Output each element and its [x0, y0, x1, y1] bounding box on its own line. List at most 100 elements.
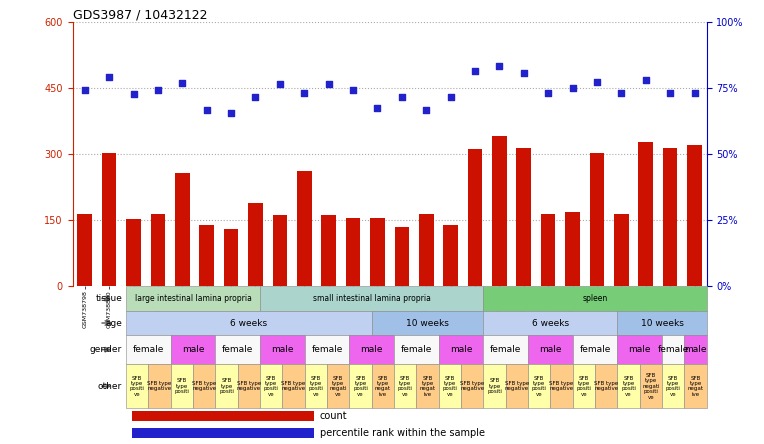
Bar	[260, 335, 305, 364]
Bar	[215, 335, 260, 364]
Text: 10 weeks: 10 weeks	[406, 318, 449, 328]
Point	[542, 89, 555, 96]
Text: male: male	[629, 345, 651, 354]
Text: small intestinal lamina propria: small intestinal lamina propria	[312, 294, 431, 303]
Bar	[419, 214, 433, 286]
Text: SFB
type
positi
ve: SFB type positi ve	[442, 376, 458, 397]
Bar	[573, 335, 617, 364]
Text: male: male	[539, 345, 562, 354]
Bar	[372, 364, 394, 408]
Bar	[349, 364, 372, 408]
Text: SFB
type
negat
ive: SFB type negat ive	[688, 376, 704, 397]
Bar	[148, 364, 170, 408]
Text: SFB
type
positi
ve: SFB type positi ve	[309, 376, 323, 397]
Bar	[132, 411, 314, 421]
Point	[225, 109, 238, 116]
Text: female: female	[312, 345, 343, 354]
Bar	[126, 335, 170, 364]
Text: GDS3987 / 10432122: GDS3987 / 10432122	[73, 8, 207, 21]
Text: SFB type
negative: SFB type negative	[505, 381, 529, 392]
Bar	[260, 286, 484, 311]
Text: SFB
type
positi
ve: SFB type positi ve	[532, 376, 547, 397]
Text: male: male	[271, 345, 293, 354]
Bar	[132, 428, 314, 439]
Bar	[565, 211, 580, 286]
Bar	[77, 214, 92, 286]
Point	[688, 89, 701, 96]
Text: male: male	[685, 345, 707, 354]
Point	[420, 107, 432, 114]
Bar	[305, 364, 327, 408]
Bar	[541, 214, 555, 286]
Bar	[685, 364, 707, 408]
Bar	[492, 136, 507, 286]
Bar	[322, 215, 336, 286]
Point	[591, 78, 603, 85]
Text: SFB
type
positi: SFB type positi	[487, 378, 502, 394]
Text: female: female	[490, 345, 521, 354]
Point	[469, 67, 481, 74]
Bar	[327, 364, 349, 408]
Text: gender: gender	[90, 345, 122, 354]
Bar	[468, 149, 482, 286]
Text: female: female	[222, 345, 254, 354]
Bar	[126, 364, 148, 408]
Bar	[443, 225, 458, 286]
Point	[274, 80, 286, 87]
Bar	[685, 335, 707, 364]
Point	[615, 89, 627, 96]
Bar	[305, 335, 349, 364]
Bar	[170, 335, 215, 364]
Text: female: female	[579, 345, 610, 354]
Bar	[550, 364, 573, 408]
Bar	[590, 154, 604, 286]
Bar	[639, 142, 653, 286]
Text: SFB
type
negat
ive: SFB type negat ive	[375, 376, 391, 397]
Text: SFB
type
positi
ve: SFB type positi ve	[353, 376, 368, 397]
Point	[103, 74, 115, 81]
Text: SFB type
negative: SFB type negative	[237, 381, 261, 392]
Text: SFB
type
positi
ve: SFB type positi ve	[665, 376, 681, 397]
Bar	[484, 311, 617, 335]
Bar	[461, 364, 484, 408]
Point	[249, 93, 261, 100]
Bar	[175, 173, 189, 286]
Text: SFB
type
negati
ve: SFB type negati ve	[329, 376, 347, 397]
Text: SFB type
negative: SFB type negative	[594, 381, 618, 392]
Bar	[151, 214, 165, 286]
Bar	[439, 364, 461, 408]
Bar	[687, 145, 702, 286]
Text: male: male	[450, 345, 472, 354]
Text: SFB
type
negat
ive: SFB type negat ive	[419, 376, 435, 397]
Text: male: male	[182, 345, 204, 354]
Text: 6 weeks: 6 weeks	[230, 318, 267, 328]
Text: SFB
type
positi
ve: SFB type positi ve	[130, 376, 144, 397]
Text: SFB
type
positi
ve: SFB type positi ve	[621, 376, 636, 397]
Text: SFB
type
positi: SFB type positi	[219, 378, 234, 394]
Text: female: female	[400, 345, 432, 354]
Bar	[297, 171, 312, 286]
Bar	[260, 364, 283, 408]
Bar	[346, 218, 361, 286]
Text: female: female	[133, 345, 164, 354]
Point	[322, 80, 335, 87]
Bar	[662, 335, 685, 364]
Bar	[439, 335, 484, 364]
Point	[128, 91, 140, 98]
Bar	[372, 311, 484, 335]
Bar	[516, 148, 531, 286]
Text: count: count	[320, 411, 348, 421]
Text: percentile rank within the sample: percentile rank within the sample	[320, 428, 485, 439]
Bar	[248, 203, 263, 286]
Text: other: other	[98, 382, 122, 391]
Text: age: age	[105, 318, 122, 328]
Text: spleen: spleen	[582, 294, 607, 303]
Text: tissue: tissue	[96, 294, 122, 303]
Bar	[170, 364, 193, 408]
Bar	[193, 364, 215, 408]
Point	[371, 104, 384, 111]
Text: SFB
type
negati
positi
ve: SFB type negati positi ve	[642, 373, 659, 400]
Bar	[394, 227, 410, 286]
Bar	[416, 364, 439, 408]
Text: SFB
type
positi
ve: SFB type positi ve	[398, 376, 413, 397]
